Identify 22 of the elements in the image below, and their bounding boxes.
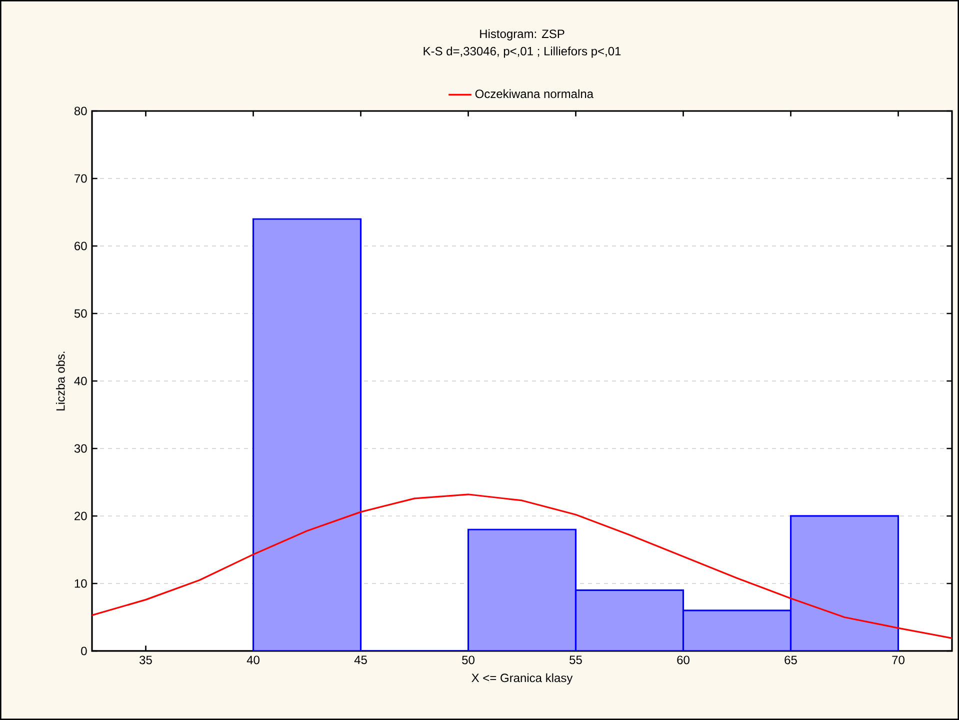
y-tick-label: 40 (74, 376, 87, 386)
y-tick-label: 80 (74, 106, 87, 116)
legend-label: Oczekiwana normalna (475, 89, 594, 98)
y-axis-title: Liczba obs. (56, 352, 65, 410)
y-tick-label: 60 (74, 242, 87, 250)
x-axis-title: X <= Granica klasy (472, 673, 573, 685)
chart-subtitle: K-S d=,33046, p<,01 ; Lilliefors p<,01 (424, 46, 621, 58)
y-tick-label: 30 (74, 444, 87, 453)
y-tick-label: 20 (74, 512, 87, 520)
x-tick-label: 35 (140, 656, 152, 664)
x-tick-label: 70 (892, 656, 904, 664)
y-tick-label: 50 (74, 309, 87, 318)
y-tick-label: 10 (74, 579, 87, 588)
y-tick-label: 0 (81, 646, 87, 656)
x-tick-label: 55 (570, 656, 582, 664)
x-tick-label: 65 (784, 656, 797, 664)
x-tick-label: 50 (462, 656, 474, 664)
x-tick-label: 45 (354, 656, 367, 664)
x-tick-label: 40 (246, 656, 260, 664)
x-tick-label: 60 (677, 656, 690, 664)
y-tick-label: 70 (74, 174, 87, 183)
chart-title: Histogram: ZSP (480, 29, 564, 40)
